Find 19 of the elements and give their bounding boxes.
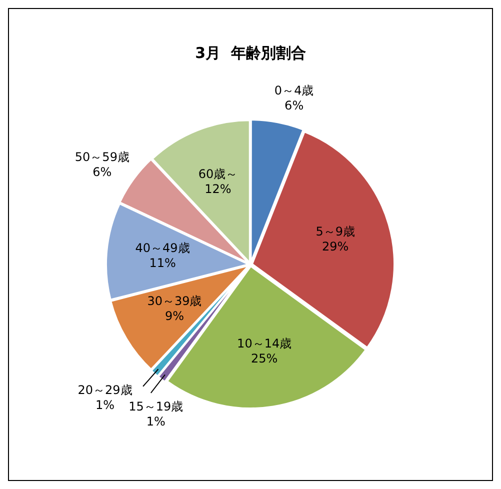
data-label: 9% [164, 309, 184, 324]
data-label: 6% [284, 98, 304, 113]
slice-label: 15～19歳 [128, 400, 184, 414]
slice-label: 40～49歳 [135, 240, 190, 255]
data-label: 25% [250, 351, 278, 366]
data-label: 1% [146, 414, 166, 429]
data-label: 11% [149, 256, 176, 270]
chart-title: 3月 年齢別割合 [195, 44, 306, 62]
data-label: 29% [322, 239, 349, 254]
data-label: 6% [92, 165, 112, 180]
slice-label: 30～39歳 [147, 294, 202, 308]
slice-label: 20～29歳 [78, 383, 132, 398]
slice-label: 60歳～ [198, 166, 238, 181]
slice-label: 0～4歳 [274, 84, 314, 98]
data-label: 1% [96, 398, 115, 412]
data-label: 12% [204, 182, 232, 196]
slice-label: 50～59歳 [74, 150, 130, 164]
slice-label: 5～9歳 [316, 224, 355, 238]
slice-label: 10～14歳 [237, 336, 292, 350]
